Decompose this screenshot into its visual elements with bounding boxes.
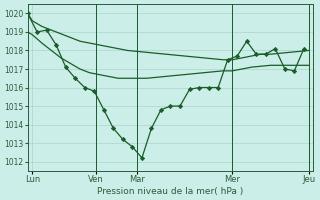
X-axis label: Pression niveau de la mer( hPa ): Pression niveau de la mer( hPa ) — [97, 187, 244, 196]
